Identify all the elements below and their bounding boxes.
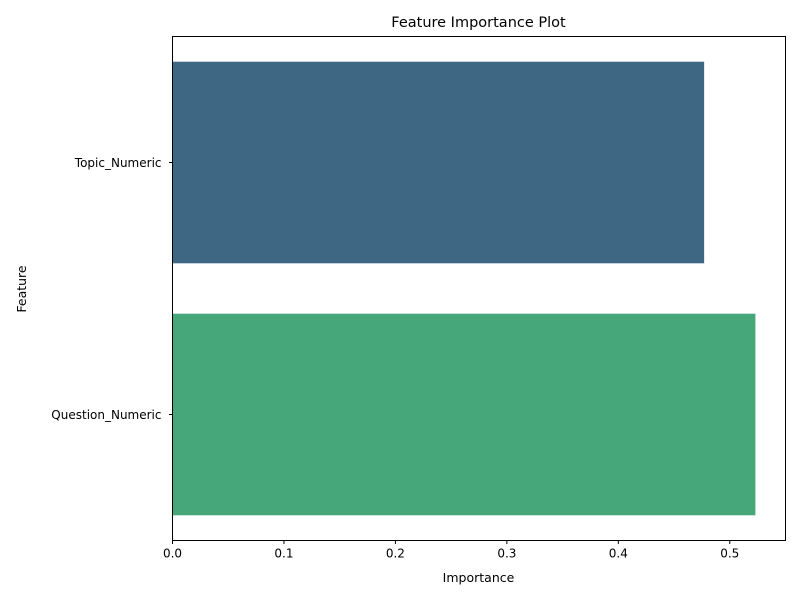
x-tick-label: 0.1 <box>274 547 293 561</box>
bars-group <box>172 61 756 516</box>
x-tick-label: 0.3 <box>497 547 516 561</box>
plot-frame <box>172 36 786 541</box>
bar-topic-numeric <box>172 61 705 264</box>
chart-title: Feature Importance Plot <box>391 15 566 31</box>
x-axis-label: Importance <box>443 570 515 585</box>
y-axis-label: Feature <box>14 265 29 313</box>
y-tick-label-question-numeric: Question_Numeric <box>51 408 161 422</box>
x-tick-label: 0.4 <box>609 547 628 561</box>
bar-question-numeric <box>172 313 756 516</box>
x-tick-label: 0.5 <box>720 547 739 561</box>
x-tick-label: 0.0 <box>163 547 182 561</box>
x-tick-label: 0.2 <box>386 547 405 561</box>
y-tick-label-topic-numeric: Topic_Numeric <box>74 156 162 170</box>
x-axis-ticks: 0.0 0.1 0.2 0.3 0.4 0.5 <box>163 540 739 561</box>
y-axis-ticks: Topic_Numeric Question_Numeric <box>51 156 173 422</box>
